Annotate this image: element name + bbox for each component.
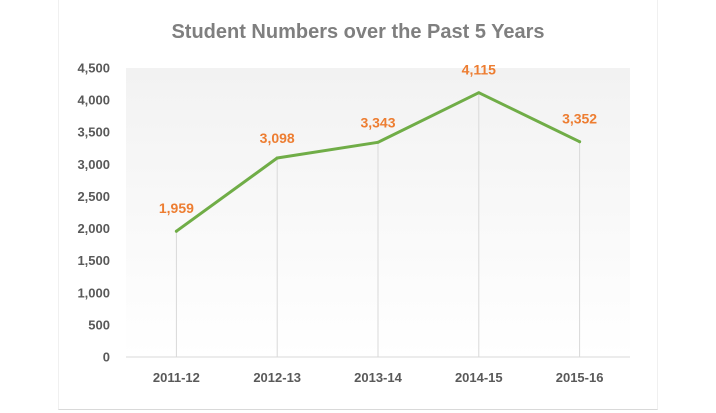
data-point <box>477 91 481 95</box>
data-point <box>376 140 380 144</box>
data-label: 4,115 <box>462 62 496 78</box>
data-point <box>174 229 178 233</box>
y-tick-label: 4,500 <box>77 61 110 76</box>
data-point <box>578 140 582 144</box>
data-label: 1,959 <box>159 200 194 216</box>
y-tick-label: 1,500 <box>77 253 110 268</box>
y-tick-label: 3,000 <box>77 157 110 172</box>
y-tick-label: 2,000 <box>77 221 110 236</box>
chart-title: Student Numbers over the Past 5 Years <box>171 21 544 43</box>
data-label: 3,352 <box>562 111 597 127</box>
y-tick-label: 0 <box>103 350 110 365</box>
y-tick-label: 1,000 <box>77 285 110 300</box>
x-tick-label: 2013-14 <box>354 370 402 385</box>
x-tick-label: 2011-12 <box>153 370 200 385</box>
y-tick-label: 2,500 <box>77 189 110 204</box>
data-labels: 1,959 3,098 3,343 4,115 3,352 <box>159 62 597 216</box>
series-group <box>174 91 582 233</box>
data-label: 3,098 <box>260 130 295 146</box>
data-point <box>275 156 279 160</box>
data-label: 3,343 <box>360 114 395 130</box>
x-tick-label: 2014-15 <box>455 370 503 385</box>
y-tick-label: 4,000 <box>77 93 110 108</box>
y-tick-label: 3,500 <box>77 125 110 140</box>
chart-border <box>58 0 658 410</box>
y-axis: 0 500 1,000 1,500 2,000 2,500 3,000 3,500 4,000 4… <box>77 61 110 365</box>
x-tick-label: 2015-16 <box>556 370 604 385</box>
x-axis: 2011-12 2012-13 2013-14 2014-15 2015-16 <box>126 356 630 385</box>
y-tick-label: 500 <box>88 317 110 332</box>
x-tick-label: 2012-13 <box>253 370 301 385</box>
drop-lines <box>175 92 581 357</box>
